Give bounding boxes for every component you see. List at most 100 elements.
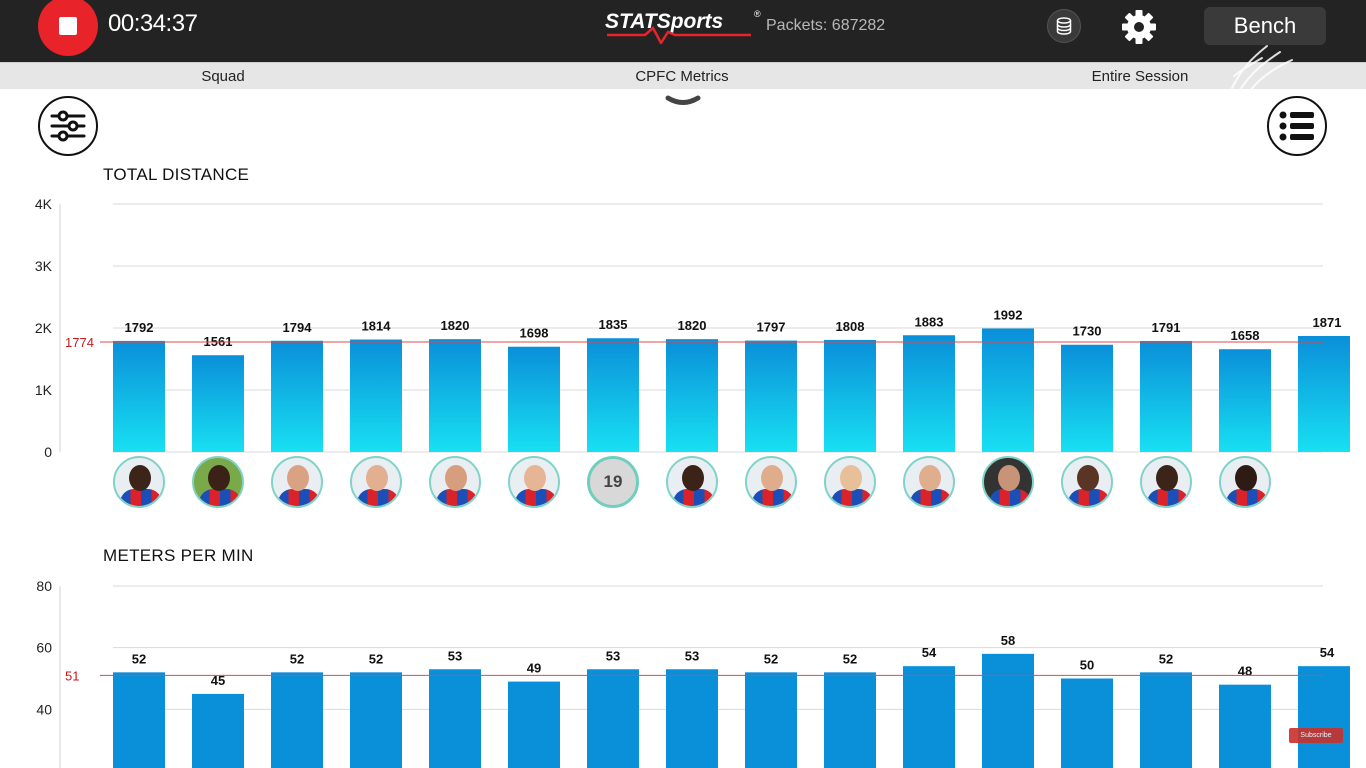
bar[interactable] [745,340,797,452]
bar-value-label: 1797 [757,320,786,335]
top-bar: 00:34:37 STATSports ® Packets: 687282 [0,0,1366,62]
bar-value-label: 1808 [836,319,865,334]
bar[interactable] [113,340,165,452]
bar[interactable] [1298,666,1350,768]
player-face [919,465,941,491]
player-shirt [989,489,1031,506]
bar[interactable] [1061,344,1113,452]
bar-value-label: 1814 [362,319,392,334]
bar-value-label: 1794 [283,320,313,335]
player-avatar[interactable] [1219,456,1271,508]
player-shirt [436,489,478,506]
settings-button[interactable] [1120,8,1158,46]
player-shirt [1226,489,1268,506]
player-avatar[interactable] [1061,456,1113,508]
player-avatar[interactable] [113,456,165,508]
filter-button[interactable] [38,96,98,156]
subscribe-watermark: Subscribe [1289,728,1343,743]
bar[interactable] [1140,672,1192,768]
bar[interactable] [508,681,560,768]
player-avatar[interactable] [429,456,481,508]
bar-value-label: 1820 [441,318,470,333]
player-avatar[interactable] [508,456,560,508]
bar-value-label: 1730 [1073,324,1102,339]
player-shirt [752,489,794,506]
bar-value-label: 49 [527,661,541,676]
bar-value-label: 52 [290,651,304,666]
player-avatar[interactable] [192,456,244,508]
bar-value-label: 54 [922,645,937,660]
bar[interactable] [350,339,402,452]
bar[interactable] [192,355,244,452]
bar[interactable] [508,346,560,452]
y-tick-label: 3K [35,258,53,274]
sliders-icon [50,110,86,142]
bar[interactable] [982,328,1034,452]
bar-value-label: 48 [1238,664,1252,679]
bar[interactable] [429,339,481,452]
player-avatar[interactable] [271,456,323,508]
bar[interactable] [666,669,718,768]
average-label: 51 [65,668,79,683]
bar[interactable] [192,693,244,768]
player-avatar[interactable] [1140,456,1192,508]
squad-tab[interactable]: Squad [201,68,245,85]
session-timer: 00:34:37 [108,10,198,37]
logo-wordmark: STATSports [605,10,723,33]
metrics-tab[interactable]: CPFC Metrics [635,68,729,85]
bench-button[interactable]: Bench [1204,7,1326,45]
player-shirt [278,489,320,506]
session-tab[interactable]: Entire Session [1091,68,1189,85]
player-shirt [673,489,715,506]
bar[interactable] [587,669,639,768]
bar-value-label: 45 [211,673,225,688]
player-avatar[interactable] [903,456,955,508]
bar-value-label: 53 [606,648,620,663]
player-face [840,465,862,491]
player-shirt [831,489,873,506]
stop-record-button[interactable] [38,0,98,56]
database-icon [1056,17,1072,35]
bar[interactable] [1219,684,1271,768]
sub-navigation: Squad CPFC Metrics Entire Session [0,62,1366,89]
eagle-crest-icon [1231,45,1293,92]
bar[interactable] [903,335,955,452]
player-avatar[interactable] [745,456,797,508]
database-button[interactable] [1047,9,1081,43]
bar[interactable] [982,653,1034,768]
bar[interactable] [587,338,639,452]
player-face [761,465,783,491]
bar[interactable] [666,339,718,452]
total-distance-title: TOTAL DISTANCE [103,165,250,184]
bar[interactable] [271,340,323,452]
bar[interactable] [1140,340,1192,452]
bar-value-label: 52 [1159,651,1173,666]
chevron-down-icon[interactable] [662,93,704,111]
bar-value-label: 58 [1001,633,1015,648]
bar-value-label: 1883 [915,314,944,329]
player-shirt [515,489,557,506]
bar[interactable] [271,672,323,768]
player-avatar[interactable] [824,456,876,508]
player-avatar[interactable]: 19 [587,456,639,508]
bar[interactable] [1219,349,1271,452]
bar-value-label: 1835 [599,317,628,332]
player-avatar[interactable] [982,456,1034,508]
list-view-button[interactable] [1267,96,1327,156]
player-avatar[interactable] [350,456,402,508]
bar[interactable] [1298,335,1350,452]
bar[interactable] [745,672,797,768]
bar[interactable] [824,339,876,452]
player-face [1156,465,1178,491]
bar[interactable] [1061,678,1113,768]
player-face [366,465,388,491]
bar[interactable] [350,672,402,768]
bar[interactable] [824,672,876,768]
bar-value-label: 1792 [125,320,154,335]
player-avatar[interactable] [666,456,718,508]
bar-value-label: 1820 [678,318,707,333]
bar[interactable] [113,672,165,768]
bar[interactable] [429,669,481,768]
bar[interactable] [903,666,955,768]
